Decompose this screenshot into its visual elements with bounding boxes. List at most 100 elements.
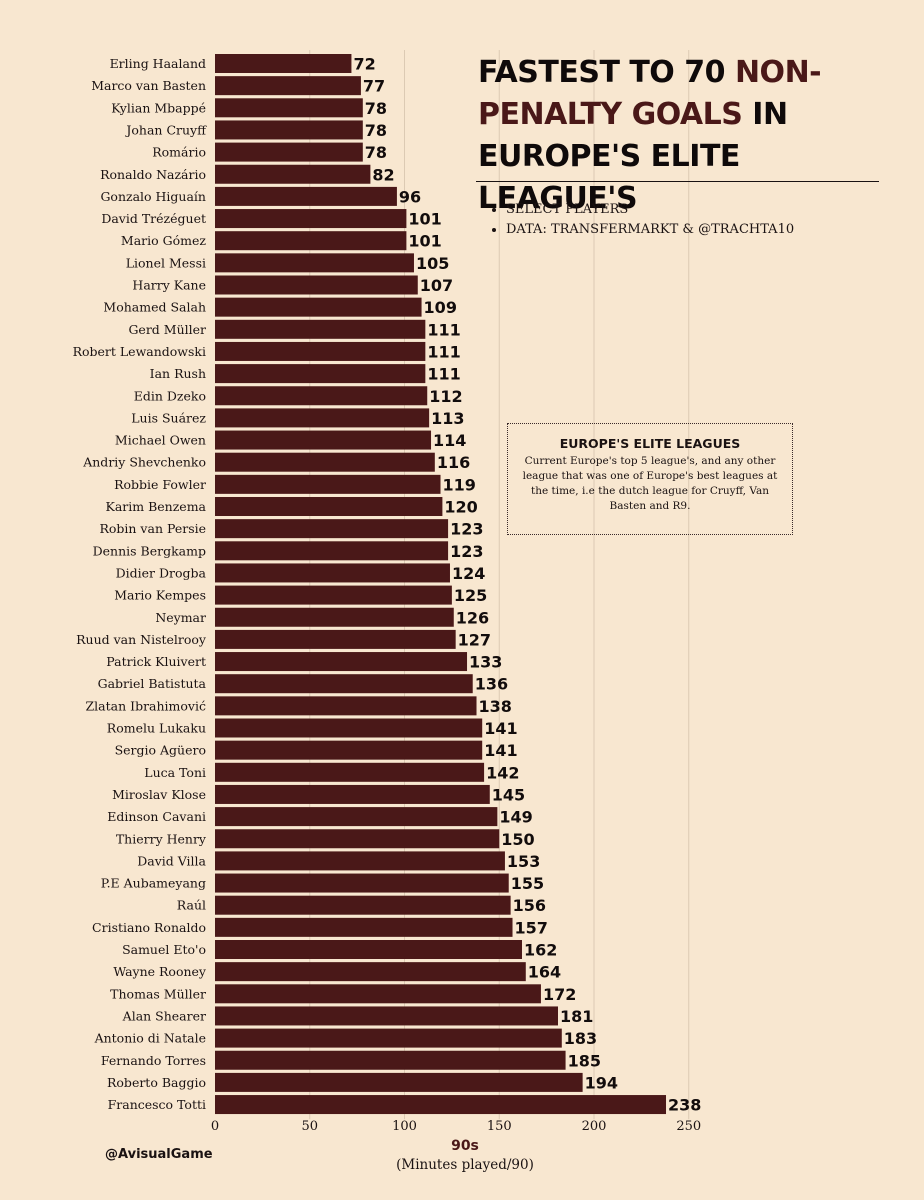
bar bbox=[215, 98, 363, 118]
player-name-label: Michael Owen bbox=[115, 433, 206, 448]
value-label: 125 bbox=[454, 586, 487, 605]
player-name-label: Lionel Messi bbox=[126, 255, 206, 270]
value-label: 162 bbox=[524, 941, 557, 960]
bar bbox=[215, 807, 498, 827]
bar bbox=[215, 319, 426, 339]
value-label: 127 bbox=[458, 630, 491, 649]
player-name-label: Cristiano Ronaldo bbox=[92, 920, 206, 935]
x-axis-ticks: 0 50 100 150 200 250 bbox=[211, 1119, 701, 1134]
title-divider bbox=[476, 181, 879, 182]
player-name-label: Kylian Mbappé bbox=[111, 100, 206, 115]
value-label: 116 bbox=[437, 453, 470, 472]
value-label: 113 bbox=[431, 409, 464, 428]
player-name-label: Mario Gómez bbox=[121, 233, 206, 248]
player-name-label: Zlatan Ibrahimović bbox=[86, 698, 207, 713]
player-name-label: Edinson Cavani bbox=[107, 809, 206, 824]
bar bbox=[215, 762, 485, 782]
bar bbox=[215, 164, 371, 184]
bar bbox=[215, 696, 477, 716]
player-name-label: David Trézéguet bbox=[101, 211, 206, 226]
player-name-label: Mario Kempes bbox=[114, 588, 206, 603]
bar bbox=[215, 1028, 562, 1048]
player-name-label: Wayne Rooney bbox=[113, 964, 207, 979]
value-label: 238 bbox=[668, 1096, 701, 1115]
bar bbox=[215, 408, 430, 428]
value-label: 153 bbox=[507, 852, 540, 871]
player-name-label: Neymar bbox=[155, 610, 206, 625]
value-label: 142 bbox=[486, 763, 519, 782]
bar bbox=[215, 275, 418, 295]
player-name-label: Didier Drogba bbox=[116, 565, 207, 580]
value-label: 141 bbox=[484, 719, 517, 738]
bar bbox=[215, 629, 456, 649]
player-name-label: Ronaldo Nazário bbox=[100, 167, 206, 182]
bar bbox=[215, 452, 435, 472]
bar bbox=[215, 297, 422, 317]
player-labels: Erling Haaland Marco van Basten Kylian Mba… bbox=[73, 56, 208, 1112]
value-label: 77 bbox=[363, 77, 385, 96]
bar bbox=[215, 341, 426, 361]
player-name-label: Ian Rush bbox=[150, 366, 206, 381]
player-name-label: Roberto Baggio bbox=[107, 1075, 206, 1090]
value-label: 150 bbox=[501, 830, 534, 849]
chart-title: FASTEST TO 70 NON-PENALTY GOALS IN EUROP… bbox=[478, 52, 898, 220]
value-label: 114 bbox=[433, 431, 466, 450]
player-name-label: Robbie Fowler bbox=[114, 477, 206, 492]
bar bbox=[215, 386, 428, 406]
bar bbox=[215, 851, 505, 871]
bar bbox=[215, 917, 513, 937]
player-name-label: Mohamed Salah bbox=[103, 300, 206, 315]
bar bbox=[215, 873, 509, 893]
player-name-label: Romelu Lukaku bbox=[107, 721, 206, 736]
x-tick-label: 100 bbox=[392, 1119, 417, 1134]
x-tick-label: 50 bbox=[301, 1119, 318, 1134]
bar bbox=[215, 1095, 667, 1115]
value-label: 141 bbox=[484, 741, 517, 760]
value-label: 124 bbox=[452, 564, 485, 583]
bar bbox=[215, 962, 526, 982]
value-label: 136 bbox=[475, 675, 508, 694]
bar bbox=[215, 1050, 566, 1070]
value-label: 78 bbox=[365, 143, 387, 162]
bar bbox=[215, 940, 522, 959]
bar bbox=[215, 519, 449, 539]
x-tick-label: 150 bbox=[487, 1119, 512, 1134]
bar bbox=[215, 895, 511, 915]
bar bbox=[215, 541, 449, 561]
bar bbox=[215, 142, 363, 162]
bar bbox=[215, 120, 363, 140]
value-label: 105 bbox=[416, 254, 449, 273]
value-label: 109 bbox=[424, 298, 457, 317]
bar bbox=[215, 209, 407, 229]
value-label: 120 bbox=[444, 498, 477, 517]
bar bbox=[215, 718, 483, 738]
player-name-label: Romário bbox=[152, 145, 206, 160]
value-label: 126 bbox=[456, 608, 489, 627]
value-label: 101 bbox=[408, 232, 441, 251]
player-name-label: Gerd Müller bbox=[128, 322, 206, 337]
bar bbox=[215, 829, 500, 849]
bar bbox=[215, 984, 541, 1004]
value-label: 123 bbox=[450, 542, 483, 561]
value-label: 78 bbox=[365, 99, 387, 118]
value-label: 194 bbox=[585, 1073, 618, 1092]
value-label: 183 bbox=[564, 1029, 597, 1048]
info-box: EUROPE'S ELITE LEAGUES Current Europe's … bbox=[507, 423, 793, 535]
value-label: 181 bbox=[560, 1007, 593, 1026]
bar bbox=[215, 186, 397, 206]
bar bbox=[215, 652, 468, 672]
bar bbox=[215, 430, 432, 450]
player-name-label: Robin van Persie bbox=[99, 521, 206, 536]
value-label: 82 bbox=[372, 165, 394, 184]
value-label: 111 bbox=[427, 365, 460, 384]
value-label: 107 bbox=[420, 276, 453, 295]
note-item: SELECT PLAYERS bbox=[506, 200, 794, 220]
value-labels: 72 77 78 78 78 82 96 101 101 105 107 109 111 111 111 11… bbox=[353, 55, 701, 1115]
title-part-2: IN EUROPE'S ELITE LEAGUE'S bbox=[478, 97, 788, 216]
value-label: 157 bbox=[515, 918, 548, 937]
player-name-label: Antonio di Natale bbox=[94, 1031, 206, 1046]
bar bbox=[215, 231, 407, 251]
bar bbox=[215, 364, 426, 384]
